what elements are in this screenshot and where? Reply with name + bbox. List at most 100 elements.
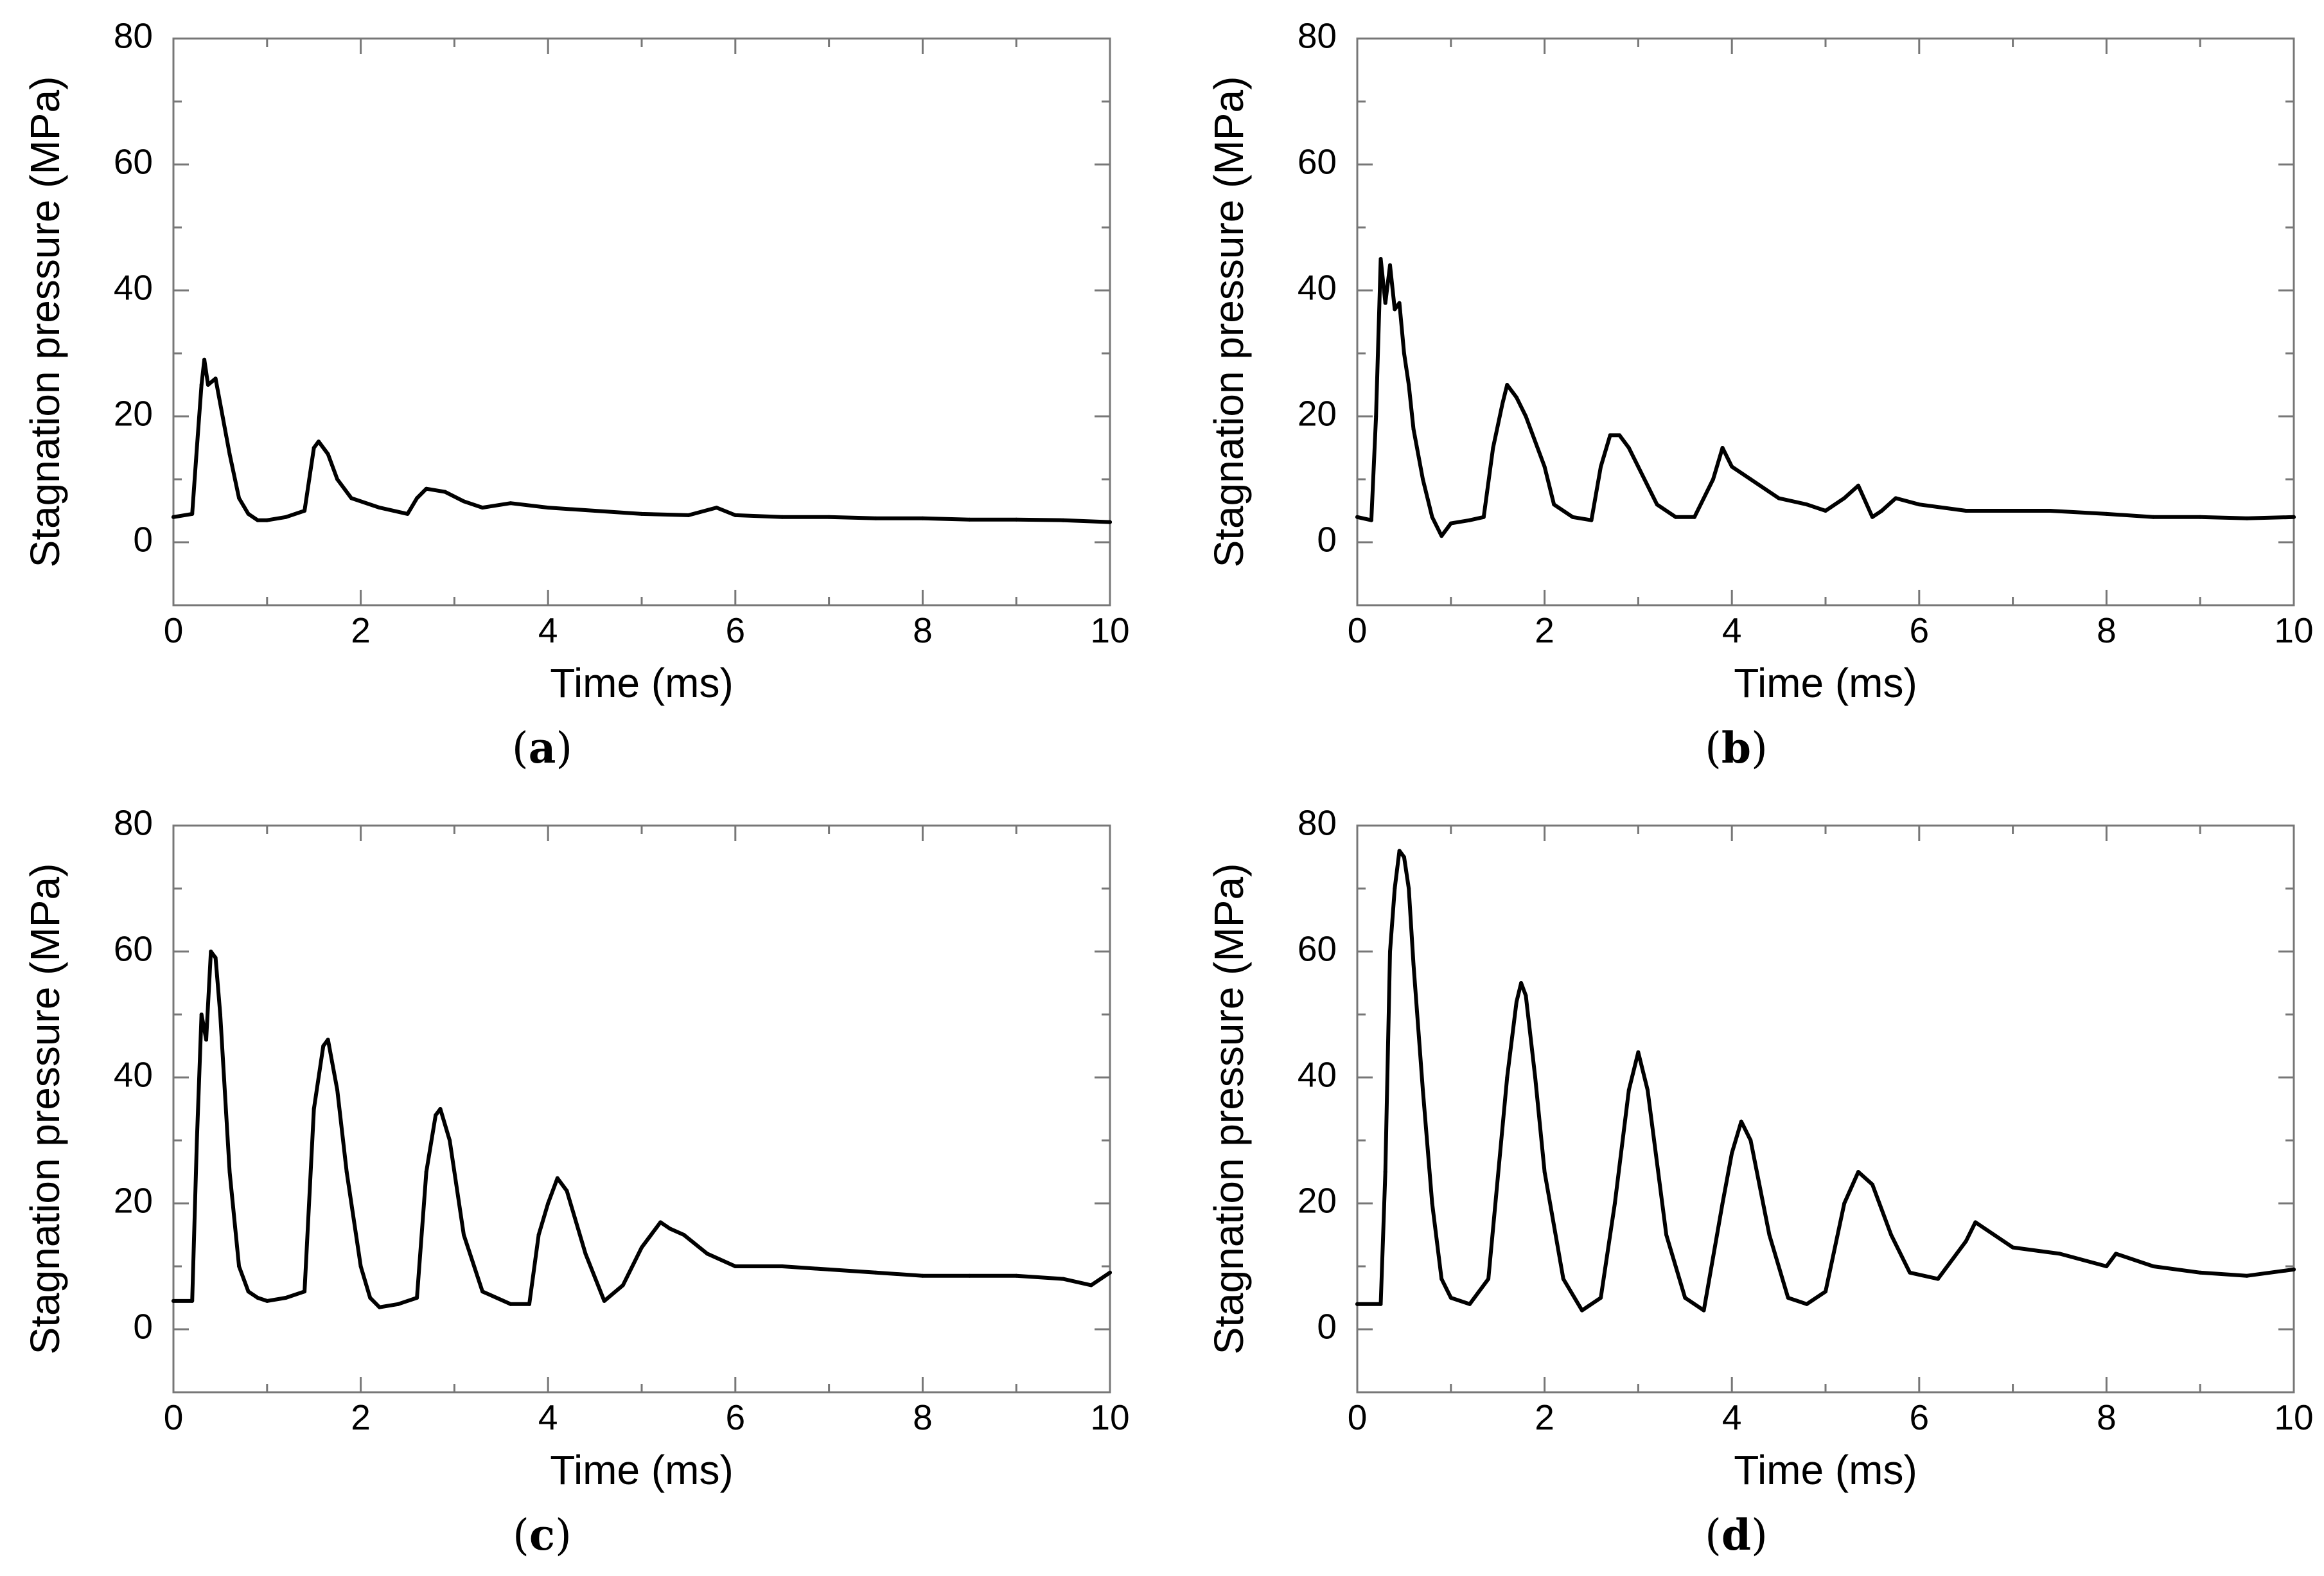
chart-panel-b: 0 2 4 6 8 10 0 20 40 60 80 Time (ms) Stagnation p… [1206,16,2314,773]
x-tick-label: 6 [726,610,746,650]
y-tick-label: 80 [1298,16,1337,56]
data-point [1702,1308,1706,1313]
data-point [317,439,321,444]
x-tick-labels: 0 2 4 6 8 10 [1348,610,2314,650]
data-point [1407,887,1411,890]
data-point [1636,465,1641,469]
data-point [303,509,307,513]
y-tick-label: 60 [114,929,153,969]
data-point [1856,483,1860,488]
y-axis-label: Stagnation pressure (MPa) [1206,76,1252,568]
x-tick-label: 10 [2274,610,2313,650]
data-point [213,955,218,960]
data-point [284,1296,288,1300]
data-point [480,1289,485,1294]
data-point [1889,1233,1894,1237]
data-point [1673,515,1678,519]
data-point [1842,1201,1847,1205]
data-point [1720,1201,1725,1205]
data-point [733,1264,737,1268]
data-point [1501,402,1504,406]
y-tick-labels: 0 20 40 60 80 [114,803,153,1347]
x-tick-label: 2 [351,610,371,650]
x-axis-label: Time (ms) [1734,660,1917,706]
data-point [1626,1088,1631,1092]
data-point [396,1302,400,1306]
x-tick-label: 6 [1910,1397,1930,1437]
y-tick-label: 60 [1298,929,1337,969]
data-point [368,1296,373,1300]
data-point [1917,502,1921,507]
data-point [1061,518,1066,522]
data-point [307,477,312,481]
data-point [640,511,644,516]
x-tick-label: 4 [538,610,558,650]
data-point [2198,1270,2203,1275]
data-point [1804,1302,1809,1306]
data-point [555,1176,559,1180]
data-point [1439,1277,1444,1281]
data-point [202,357,207,362]
y-axis-label: Stagnation pressure (MPa) [22,863,68,1355]
data-point [621,1283,625,1288]
data-point [1468,1302,1472,1306]
data-point [1786,1296,1790,1300]
data-point [1411,427,1416,431]
x-tick-labels: 0 2 4 6 8 10 [164,610,1130,650]
data-point [1374,414,1378,418]
y-tick-label: 0 [133,1307,153,1347]
data-point [206,383,210,387]
data-point [1524,993,1528,998]
data-point [237,1264,242,1268]
data-point [1683,1296,1687,1300]
data-point [1089,1283,1093,1288]
data-point [2245,1273,2249,1278]
data-points [1355,849,2296,1313]
data-point [2104,511,2109,516]
data-point [1355,1302,1359,1306]
data-point [640,1245,644,1250]
panel-letter: a [529,723,556,773]
data-point [415,1296,419,1300]
data-point [1767,1233,1772,1237]
data-point [434,1113,438,1117]
data-point [377,506,382,510]
data-point [1711,477,1715,481]
data-point [213,376,218,381]
data-point [1411,962,1416,966]
x-tick-labels: 0 2 4 6 8 10 [164,1397,1130,1437]
data-point [377,1305,382,1309]
data-point [1542,1170,1547,1174]
data-point [1397,301,1402,305]
data-point [1908,1270,1912,1275]
data-point [920,516,925,520]
y-tick-labels: 0 20 40 60 80 [114,16,153,560]
data-point [1964,1239,1968,1243]
y-tick-label: 0 [133,520,153,560]
data-point [265,518,269,522]
data-point [1519,981,1524,985]
data-point [1664,1233,1669,1237]
data-point [358,1264,363,1268]
y-axis-label: Stagnation pressure (MPa) [1206,863,1252,1355]
data-point [1870,1182,1874,1187]
data-points [172,357,1112,524]
data-point [1964,509,1968,513]
data-point [335,477,340,481]
data-point [780,1264,784,1268]
data-point [1505,1076,1510,1079]
data-point [209,950,213,953]
x-tick-label: 0 [1348,1397,1368,1437]
data-point [227,452,232,456]
plot-frame [1356,824,2295,1394]
data-point [1561,1277,1565,1281]
data-point [246,511,251,516]
data-point [462,499,466,504]
x-tick-label: 0 [1348,610,1368,650]
y-tick-label: 20 [114,394,153,434]
data-point [1369,518,1373,522]
data-point [1407,383,1411,387]
data-point [508,1302,513,1306]
data-point [1533,1076,1537,1079]
